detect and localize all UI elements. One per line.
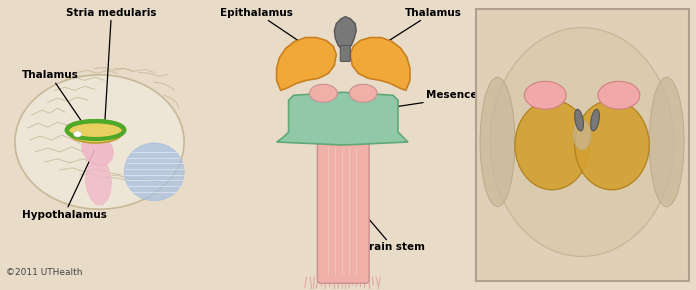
Ellipse shape [524,81,566,109]
Ellipse shape [74,131,81,137]
Ellipse shape [292,109,320,135]
Ellipse shape [573,120,591,150]
Ellipse shape [490,28,674,256]
Ellipse shape [575,100,649,190]
Ellipse shape [591,109,599,131]
Text: Thalamus: Thalamus [22,70,90,133]
Ellipse shape [480,77,515,207]
Text: Epithalamus: Epithalamus [220,8,308,48]
Ellipse shape [366,109,394,135]
Ellipse shape [515,100,590,190]
Ellipse shape [68,121,123,143]
Ellipse shape [649,77,684,207]
Text: ©2011 UTHealth: ©2011 UTHealth [6,268,82,277]
Ellipse shape [598,81,640,109]
Polygon shape [81,132,113,166]
Ellipse shape [575,109,583,131]
Ellipse shape [349,84,377,102]
FancyBboxPatch shape [340,46,350,61]
Text: Subthalamic nucleus: Subthalamic nucleus [508,11,631,95]
Polygon shape [276,92,408,145]
Text: Stria medularis
(epithalamus): Stria medularis (epithalamus) [585,122,686,258]
Polygon shape [276,37,336,90]
Ellipse shape [310,84,338,102]
Polygon shape [86,164,111,205]
Ellipse shape [125,143,184,201]
Text: Stria medularis: Stria medularis [66,8,157,128]
Ellipse shape [15,75,184,209]
FancyBboxPatch shape [317,138,369,283]
Polygon shape [350,37,410,90]
FancyBboxPatch shape [475,9,688,281]
Text: Brain stem: Brain stem [348,195,425,253]
Text: Thalamus: Thalamus [378,8,461,48]
Polygon shape [334,17,356,48]
Text: Hypothalamus: Hypothalamus [22,150,106,220]
Text: Mesencephalon: Mesencephalon [373,90,518,110]
